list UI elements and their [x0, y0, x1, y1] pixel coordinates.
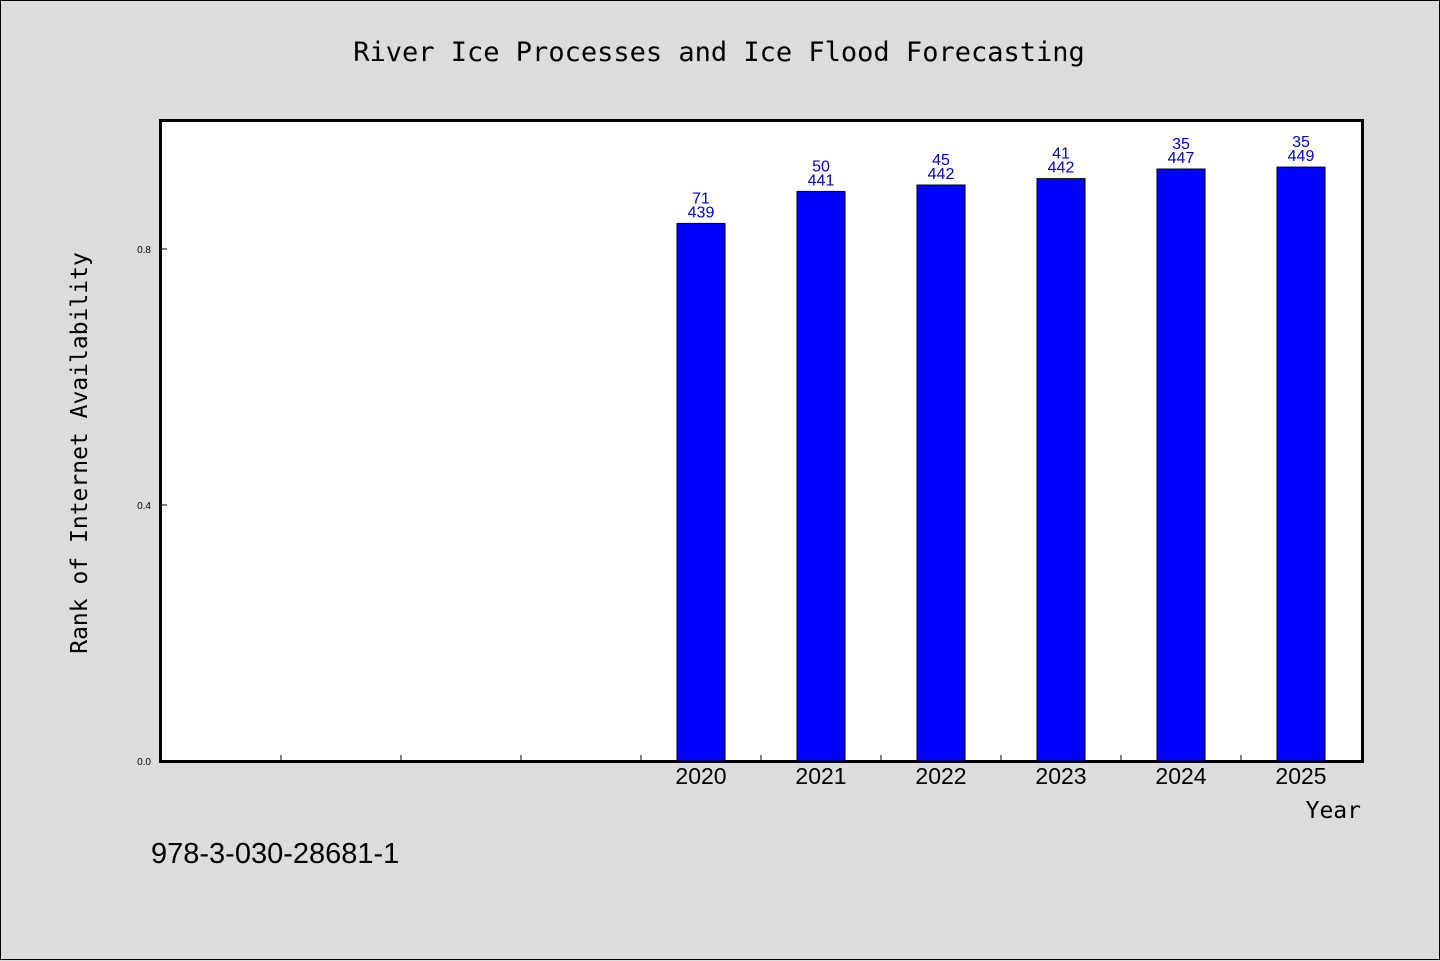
bar-data-label: 441: [808, 172, 835, 189]
chart-title: River Ice Processes and Ice Flood Foreca…: [353, 37, 1085, 68]
bar-data-label: 447: [1168, 150, 1195, 167]
y-tick-label: 0.0: [137, 757, 151, 768]
bar: [916, 184, 966, 762]
bar-data-label: 442: [928, 166, 955, 183]
y-axis: 0.0 0.4 0.8: [137, 245, 167, 768]
bar: [1036, 178, 1086, 762]
x-tick-label: 2020: [675, 763, 726, 789]
bar-data-label: 41: [1052, 146, 1070, 163]
bar: [796, 190, 846, 762]
bar-data-label: 35: [1292, 134, 1310, 151]
y-axis-label: Rank of Internet Availability: [67, 252, 93, 654]
x-tick-labels: 2020 2021 2022 2023 2024 2025: [675, 763, 1326, 789]
bar-data-label: 35: [1172, 136, 1190, 153]
bar: [1156, 168, 1206, 762]
bar-data-label: 449: [1288, 148, 1315, 165]
x-axis-label: Year: [1306, 798, 1361, 824]
bar: [1276, 166, 1326, 762]
x-ticks: [280, 755, 1242, 761]
bar-data-label: 50: [812, 158, 830, 175]
y-tick-label: 0.8: [137, 245, 151, 256]
y-tick-label: 0.4: [137, 501, 151, 512]
x-tick-label: 2023: [1035, 763, 1086, 789]
bar: [676, 222, 726, 762]
bar-data-label: 442: [1048, 160, 1075, 177]
x-tick-label: 2021: [795, 763, 846, 789]
x-tick-label: 2022: [915, 763, 966, 789]
x-tick-label: 2025: [1275, 763, 1326, 789]
bar-data-label: 439: [688, 204, 715, 221]
bar-data-label: 45: [932, 152, 950, 169]
x-tick-label: 2024: [1155, 763, 1206, 789]
isbn-label: 978-3-030-28681-1: [151, 838, 399, 870]
bar-data-label: 71: [692, 190, 710, 207]
